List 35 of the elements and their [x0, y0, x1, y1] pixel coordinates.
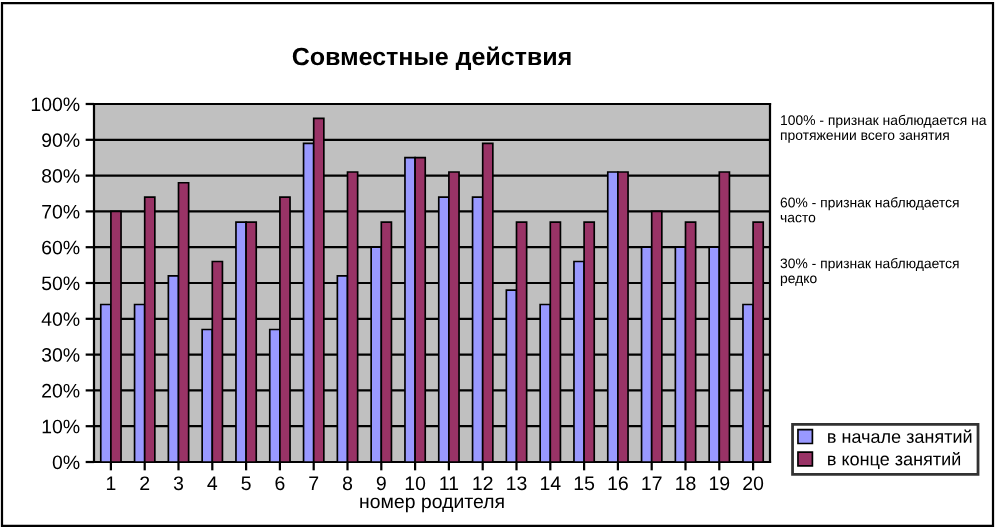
- y-tick-label: 60%: [42, 240, 80, 255]
- x-tick-label: 6: [275, 476, 285, 491]
- y-tick-label: 70%: [42, 204, 80, 219]
- x-tick-label: 13: [507, 476, 527, 491]
- y-tick-label: 0%: [52, 455, 80, 470]
- x-tick-label: 17: [642, 476, 662, 490]
- legend-label: в начале занятий: [828, 429, 972, 444]
- x-tick-label: 11: [440, 476, 459, 490]
- x-tick-label: 1: [106, 476, 116, 490]
- y-tick-label: 30%: [41, 348, 80, 362]
- x-tick-label: 12: [473, 476, 493, 490]
- x-tick-label: 3: [173, 476, 184, 491]
- x-tick-label: 8: [342, 476, 353, 491]
- y-tick-label: 90%: [42, 133, 80, 148]
- x-tick-label: 14: [540, 476, 561, 490]
- legend-label: в конце занятий: [828, 451, 961, 469]
- x-tick-label: 15: [574, 476, 595, 491]
- y-tick-label: 40%: [41, 312, 80, 327]
- x-tick-label: 7: [309, 476, 319, 490]
- y-tick-label: 100%: [31, 97, 80, 112]
- x-axis-title: номер родителя: [360, 497, 504, 513]
- y-tick-label: 20%: [42, 383, 80, 398]
- x-tick-label: 4: [207, 476, 218, 490]
- x-tick-label: 5: [241, 476, 251, 491]
- y-tick-label: 10%: [42, 419, 80, 434]
- x-tick-label: 20: [743, 476, 764, 491]
- x-tick-label: 18: [676, 476, 696, 491]
- x-tick-label: 9: [376, 476, 386, 491]
- y-tick-label: 50%: [41, 276, 80, 291]
- chart-title: Совместные действия: [292, 46, 571, 71]
- x-tick-label: 10: [405, 476, 426, 491]
- x-tick-label: 2: [140, 476, 150, 490]
- x-tick-label: 16: [608, 476, 628, 491]
- y-tick-label: 80%: [42, 169, 80, 183]
- x-tick-label: 19: [709, 476, 730, 491]
